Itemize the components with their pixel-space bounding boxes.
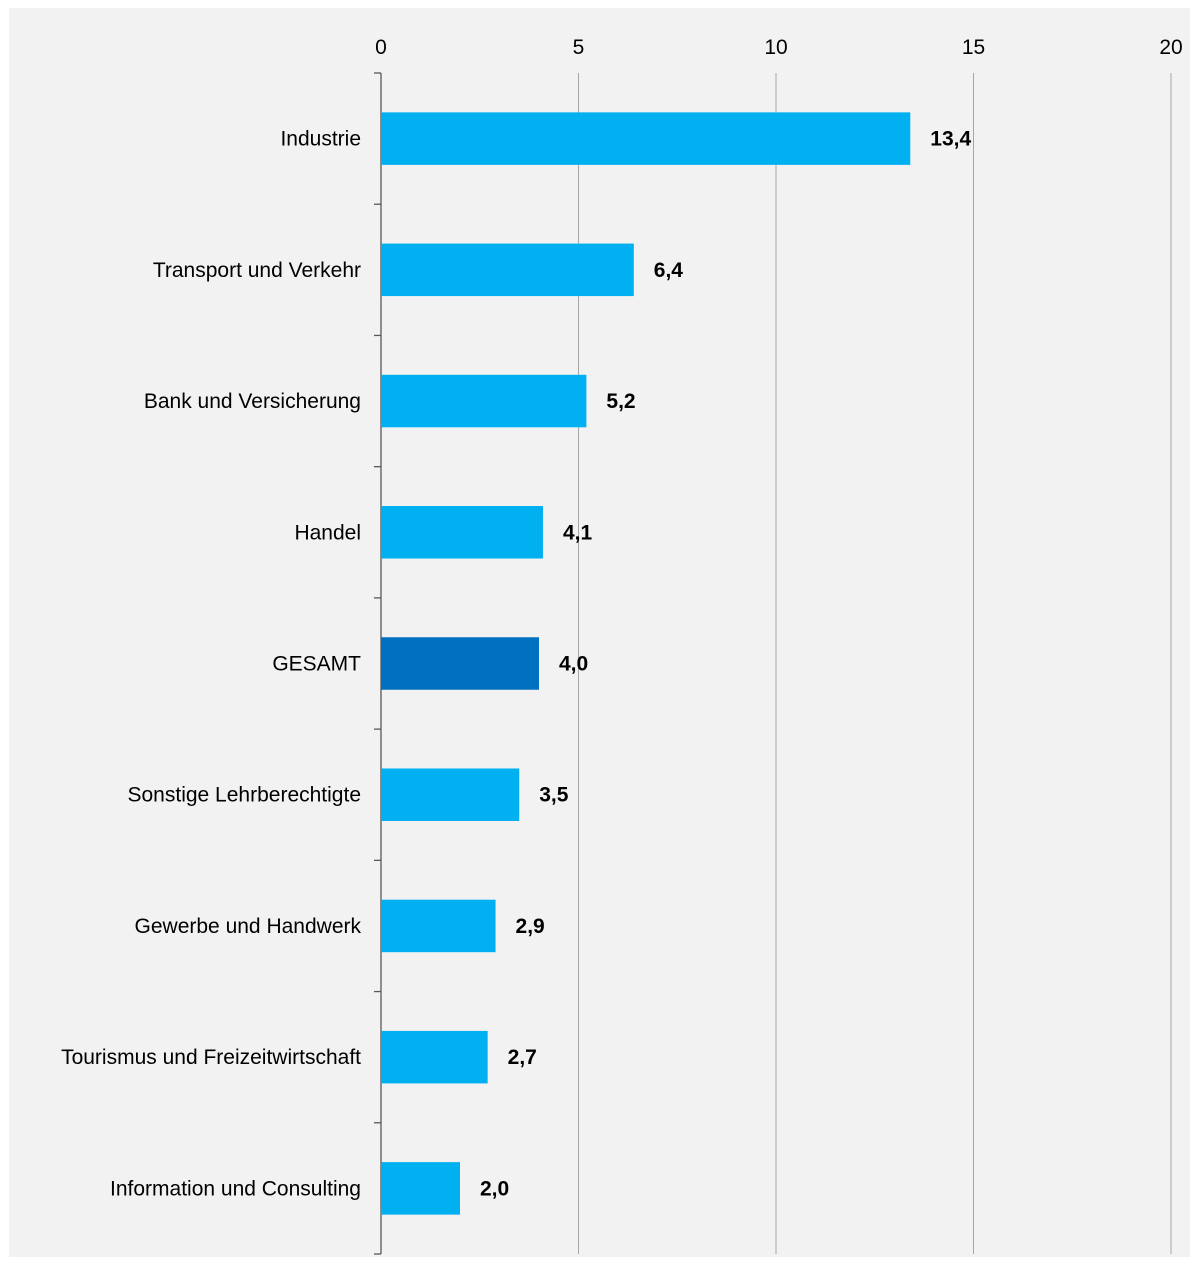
x-tick-label: 15 xyxy=(962,36,985,59)
category-label: Bank und Versicherung xyxy=(144,390,361,413)
data-label: 5,2 xyxy=(606,390,635,413)
x-tick-label: 10 xyxy=(764,36,787,59)
bar xyxy=(381,899,496,953)
data-label: 4,1 xyxy=(563,521,593,544)
category-label: Gewerbe und Handwerk xyxy=(135,915,362,938)
category-label: Industrie xyxy=(280,128,361,151)
data-label: 6,4 xyxy=(654,259,684,282)
x-tick-label: 5 xyxy=(573,36,585,59)
bar xyxy=(381,768,520,821)
bar xyxy=(381,1162,460,1215)
data-label: 4,0 xyxy=(559,653,588,676)
data-label: 3,5 xyxy=(539,784,569,807)
chart-background xyxy=(9,8,1190,1257)
category-label: Tourismus und Freizeitwirtschaft xyxy=(61,1046,361,1069)
data-label: 2,7 xyxy=(508,1046,537,1069)
x-tick-label: 0 xyxy=(375,36,387,59)
bar xyxy=(381,112,911,165)
data-label: 2,9 xyxy=(516,915,545,938)
data-label: 13,4 xyxy=(930,128,971,151)
bar xyxy=(381,243,634,297)
bar xyxy=(381,1030,488,1084)
data-label: 2,0 xyxy=(480,1177,509,1200)
bar xyxy=(381,374,587,428)
category-label: GESAMT xyxy=(272,653,361,676)
category-label: Handel xyxy=(294,521,361,544)
x-tick-label: 20 xyxy=(1159,36,1182,59)
category-label: Sonstige Lehrberechtigte xyxy=(128,784,362,807)
category-label: Information und Consulting xyxy=(110,1177,361,1200)
bar xyxy=(381,637,539,690)
category-label: Transport und Verkehr xyxy=(153,259,361,282)
bar xyxy=(381,506,543,559)
